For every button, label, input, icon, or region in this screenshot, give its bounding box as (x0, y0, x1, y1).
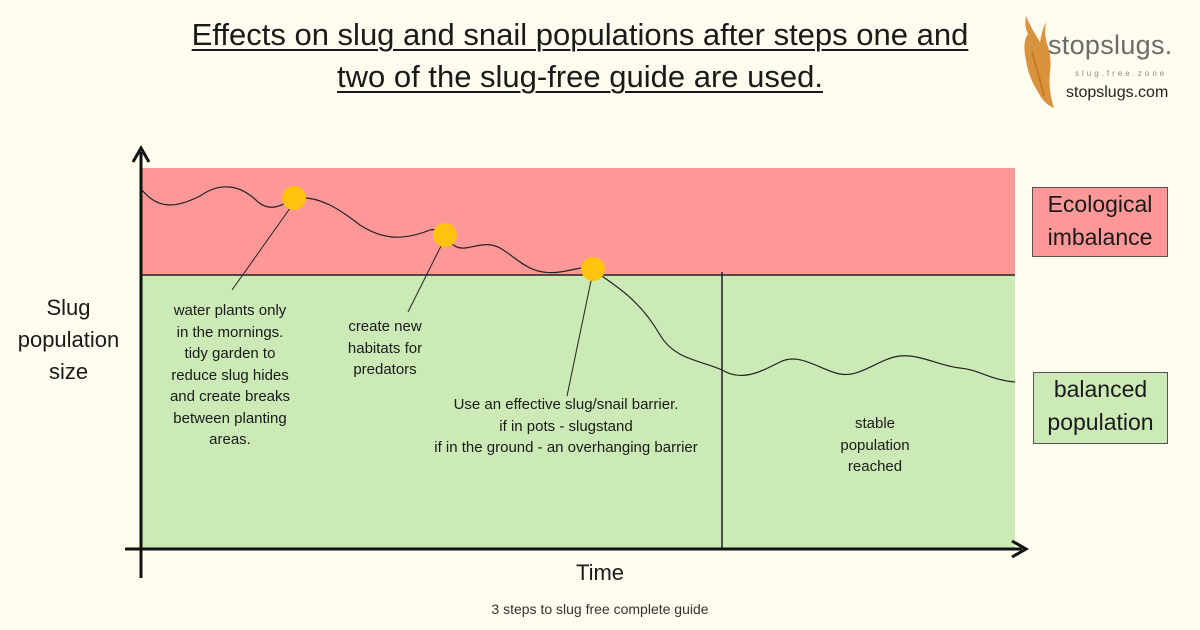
slug-icon (1024, 16, 1054, 108)
legend-ecological-imbalance: Ecological imbalance (1032, 187, 1168, 257)
y-axis-arrow (131, 144, 151, 163)
brand-tagline: slug.free.zone (1075, 69, 1168, 78)
brand-name: stopslugs. (1048, 30, 1173, 60)
annotation-step-1: water plants only in the mornings. tidy … (169, 302, 291, 448)
annotation-stable: stable population reached (840, 415, 910, 475)
annotation-step-2: create new habitats for predators (347, 318, 423, 378)
title-line-2: two of the slug-free guide are used. (337, 59, 823, 94)
brand-logo[interactable]: stopslugs. slug.free.zone stopslugs.com (1018, 12, 1198, 112)
step-marker-3 (581, 257, 605, 281)
step-marker-2 (433, 223, 457, 247)
brand-url[interactable]: stopslugs.com (1066, 84, 1169, 101)
y-axis-label: Slug population size (17, 295, 120, 384)
annotation-step-3: Use an effective slug/snail barrier. if … (434, 396, 698, 456)
pointer-line-3 (566, 275, 593, 397)
x-axis-arrow (1011, 539, 1030, 559)
x-axis-label: Time (575, 560, 625, 585)
pointer-line-2 (407, 243, 443, 313)
legend-balanced-population: balanced population (1033, 372, 1168, 444)
balanced-zone (142, 275, 1015, 548)
footer-caption[interactable]: 3 steps to slug free complete guide (491, 601, 709, 617)
step-marker-1 (282, 186, 306, 210)
imbalance-zone (142, 168, 1015, 275)
pointer-line-1 (231, 203, 294, 291)
page-title: Effects on slug and snail populations af… (150, 14, 1010, 98)
title-line-1: Effects on slug and snail populations af… (191, 17, 969, 52)
